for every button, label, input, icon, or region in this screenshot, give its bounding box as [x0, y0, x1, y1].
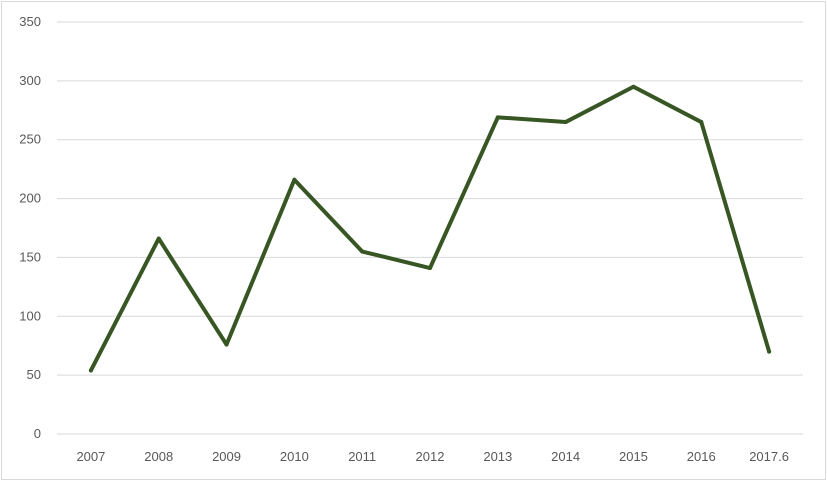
data-point [767, 349, 772, 354]
data-point [88, 368, 93, 373]
x-tick-label: 2017.6 [749, 449, 789, 464]
y-tick-label: 300 [19, 73, 41, 88]
y-tick-label: 0 [34, 426, 41, 441]
data-point [428, 266, 432, 271]
x-tick-label: 2010 [280, 449, 309, 464]
y-axis: 0 50 100 150 200 250 300 350 [19, 14, 41, 441]
data-point [563, 120, 568, 125]
data-point [224, 342, 229, 347]
series-group [88, 84, 772, 373]
y-tick-label: 200 [19, 191, 41, 206]
data-point [495, 115, 500, 120]
x-tick-label: 2007 [76, 449, 105, 464]
x-tick-label: 2009 [212, 449, 241, 464]
gridlines [57, 21, 803, 435]
x-tick-label: 2016 [687, 449, 716, 464]
x-tick-label: 2013 [483, 449, 512, 464]
data-point [631, 84, 636, 89]
data-point [292, 177, 297, 182]
data-point [156, 236, 161, 241]
data-point [360, 249, 365, 254]
x-tick-label: 2012 [416, 449, 445, 464]
x-tick-label: 2014 [551, 449, 580, 464]
x-tick-label: 2015 [619, 449, 648, 464]
data-point [699, 120, 704, 125]
x-tick-label: 2011 [348, 449, 376, 464]
series-line [88, 84, 772, 373]
y-tick-label: 150 [19, 249, 41, 264]
y-tick-label: 50 [27, 367, 41, 382]
x-axis: 2007 2008 2009 2010 2011 2012 2013 2014 2015 2016… [76, 449, 789, 464]
y-tick-label: 350 [19, 14, 41, 29]
y-tick-label: 250 [19, 132, 41, 147]
x-tick-label: 2008 [144, 449, 173, 464]
y-tick-label: 100 [19, 308, 41, 323]
